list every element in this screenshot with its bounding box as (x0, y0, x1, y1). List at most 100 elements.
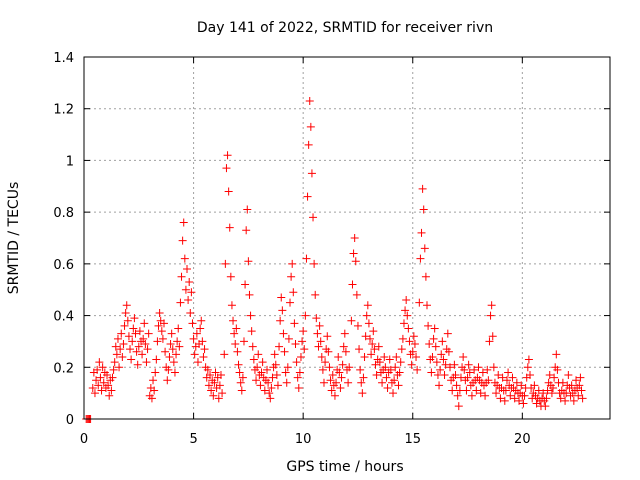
data-point (199, 352, 208, 361)
data-point (181, 285, 190, 294)
data-point (253, 363, 262, 372)
data-point (484, 376, 493, 385)
data-point (424, 321, 433, 330)
data-point (382, 373, 391, 382)
data-point (215, 381, 224, 390)
data-point (311, 290, 320, 299)
data-point (235, 368, 244, 377)
data-point (193, 358, 202, 367)
data-point (149, 376, 158, 385)
data-point (270, 350, 279, 359)
data-point (265, 389, 274, 398)
data-point (574, 391, 583, 400)
data-point (364, 319, 373, 328)
data-point (498, 373, 507, 382)
data-point (117, 329, 126, 338)
data-point (233, 347, 242, 356)
data-point (347, 316, 356, 325)
data-point (430, 324, 439, 333)
data-point (119, 340, 128, 349)
data-point (295, 368, 304, 377)
data-point (301, 311, 310, 320)
data-point (321, 358, 330, 367)
data-point (172, 350, 181, 359)
x-tick-label: 0 (80, 432, 88, 447)
data-point (121, 308, 130, 317)
data-point (296, 352, 305, 361)
data-point (413, 365, 422, 374)
data-point (143, 345, 152, 354)
data-point (152, 355, 161, 364)
data-point (153, 337, 162, 346)
data-point (332, 378, 341, 387)
data-point (523, 363, 532, 372)
data-point (124, 332, 133, 341)
data-point (409, 332, 418, 341)
data-point (190, 350, 199, 359)
data-point (345, 363, 354, 372)
data-point (300, 345, 309, 354)
data-point (462, 386, 471, 395)
data-point (556, 394, 565, 403)
data-point (203, 365, 212, 374)
data-point (432, 358, 441, 367)
data-point (258, 358, 267, 367)
data-point (404, 324, 413, 333)
data-point (88, 383, 97, 392)
y-tick-label: 0.8 (53, 206, 74, 221)
data-point (161, 347, 170, 356)
data-point (334, 352, 343, 361)
data-point (167, 329, 176, 338)
data-point (488, 332, 497, 341)
data-point (486, 311, 495, 320)
data-point (272, 371, 281, 380)
data-point (309, 213, 318, 222)
data-point (508, 373, 517, 382)
data-point (564, 371, 573, 380)
data-point (226, 272, 235, 281)
data-point (98, 363, 107, 372)
data-point (454, 402, 463, 411)
data-point (138, 350, 147, 359)
data-point (356, 365, 365, 374)
data-point (371, 360, 380, 369)
data-point (389, 389, 398, 398)
data-point (319, 378, 328, 387)
data-point (184, 296, 193, 305)
data-point (407, 360, 416, 369)
y-tick-label: 0.6 (53, 258, 74, 273)
axis-ticks (83, 56, 610, 420)
data-point (107, 386, 116, 395)
data-point (284, 334, 293, 343)
data-point (524, 355, 533, 364)
data-point (561, 396, 570, 405)
data-point (305, 96, 314, 105)
data-point (378, 378, 387, 387)
data-point (129, 324, 138, 333)
data-point (340, 329, 349, 338)
data-point (95, 358, 104, 367)
x-tick-label: 15 (404, 432, 421, 447)
data-point (113, 334, 122, 343)
data-point (292, 358, 301, 367)
data-point (380, 352, 389, 361)
data-point (157, 327, 166, 336)
data-point (224, 187, 233, 196)
data-point (363, 301, 372, 310)
data-point (452, 381, 461, 390)
data-point (526, 371, 535, 380)
data-point (549, 383, 558, 392)
data-point (239, 337, 248, 346)
data-point (323, 332, 332, 341)
data-point (192, 329, 201, 338)
data-point (408, 347, 417, 356)
data-point (348, 280, 357, 289)
data-point (459, 352, 468, 361)
data-point (344, 378, 353, 387)
data-point (463, 373, 472, 382)
data-point (403, 311, 412, 320)
data-point (366, 334, 375, 343)
x-axis-label: GPS time / hours (286, 459, 403, 475)
data-point (339, 342, 348, 351)
data-point (229, 316, 238, 325)
